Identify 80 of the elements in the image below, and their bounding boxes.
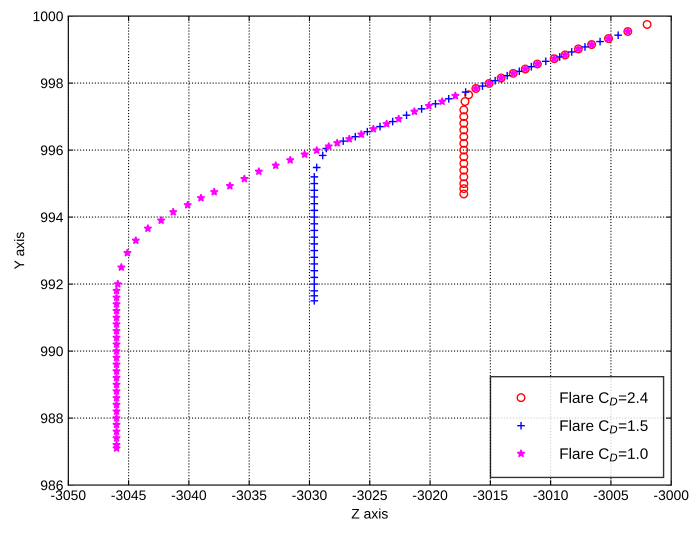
point (459, 184, 468, 194)
point (310, 192, 319, 202)
point (350, 132, 360, 142)
y-tick-label: 988 (40, 413, 63, 424)
point (310, 239, 319, 248)
point (375, 122, 385, 132)
point (310, 252, 319, 262)
y-tick-label: 998 (40, 78, 63, 88)
point (459, 152, 468, 162)
point (310, 212, 319, 222)
point (464, 90, 474, 100)
x-tick-label: -3025 (352, 490, 387, 500)
x-axis-title: Z axis (352, 508, 388, 519)
point (310, 280, 319, 289)
point (459, 112, 468, 122)
x-tick-label: -3035 (232, 490, 266, 500)
point (310, 206, 319, 215)
y-axis-title: Y axis (14, 232, 24, 270)
point (388, 117, 398, 126)
y-tick-label: 990 (40, 346, 63, 356)
point (310, 179, 319, 188)
x-tick-label: -3050 (51, 490, 86, 500)
point (459, 138, 468, 148)
point (459, 172, 468, 182)
point (312, 162, 322, 172)
y-tick-label: 994 (40, 212, 64, 222)
point (541, 56, 550, 66)
point (430, 99, 440, 108)
point (402, 110, 412, 120)
y-tick-label: 986 (40, 480, 63, 490)
x-tick-label: -3000 (654, 490, 688, 500)
point (310, 172, 319, 182)
point (567, 47, 576, 56)
point (459, 132, 468, 142)
point (459, 179, 468, 188)
point (459, 189, 468, 198)
point (310, 232, 319, 242)
point (460, 96, 470, 106)
y-tick-label: 996 (40, 145, 63, 156)
point (459, 105, 468, 114)
point (490, 76, 500, 86)
point (310, 296, 319, 306)
point (614, 30, 623, 40)
legend-label: Flare C$_{D}$=1.0 (560, 448, 648, 462)
point (526, 62, 536, 72)
point (338, 136, 348, 146)
x-tick-label: -3040 (172, 490, 206, 500)
point (459, 125, 468, 134)
point (459, 158, 468, 168)
point (310, 186, 319, 195)
x-tick-label: -3015 (473, 490, 508, 500)
point (459, 118, 468, 128)
point (580, 42, 590, 52)
x-tick-label: -3045 (111, 490, 146, 500)
point (417, 104, 426, 114)
legend-label: Flare C$_{D}$=1.5 (560, 420, 648, 434)
point (478, 82, 488, 91)
point (596, 37, 605, 46)
point (642, 20, 652, 29)
point (459, 166, 468, 175)
point (310, 266, 319, 276)
point (310, 199, 319, 208)
x-tick-label: -3030 (292, 490, 327, 500)
point (310, 272, 319, 282)
point (444, 94, 454, 104)
point (459, 146, 468, 155)
y-tick-label: 1000 (34, 11, 63, 22)
point (461, 88, 470, 97)
legend-label: Flare C$_{D}$=2.4 (560, 392, 648, 406)
point (514, 66, 524, 76)
point (310, 246, 319, 256)
x-tick-label: -3005 (594, 490, 628, 500)
point (310, 226, 319, 235)
point (310, 259, 319, 268)
x-tick-label: -3020 (412, 490, 448, 500)
point (502, 71, 512, 80)
point (310, 219, 319, 228)
x-tick-label: -3010 (533, 490, 568, 500)
point (362, 127, 372, 136)
y-tick-label: 992 (40, 279, 63, 290)
